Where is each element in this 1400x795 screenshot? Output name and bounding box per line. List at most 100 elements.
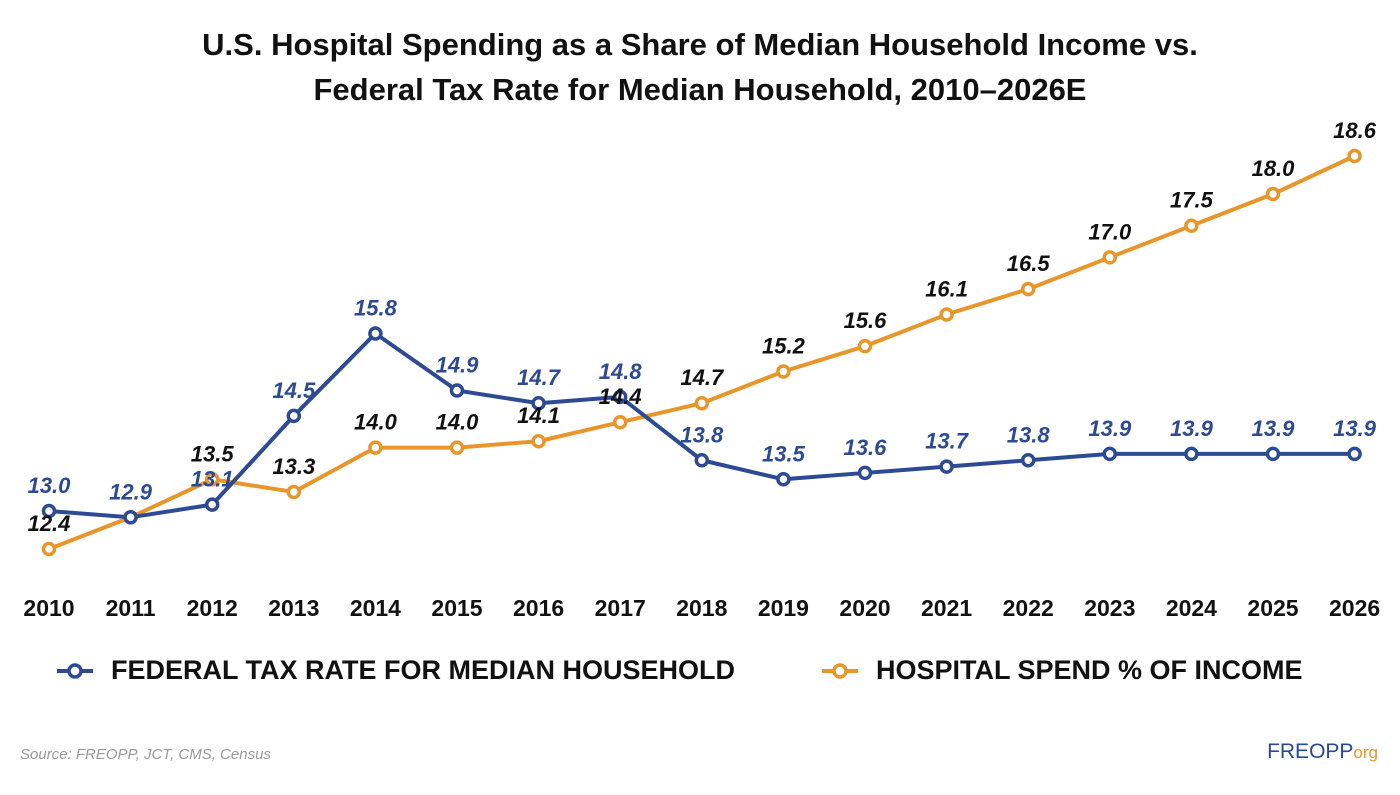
chart-title: U.S. Hospital Spending as a Share of Med… — [0, 22, 1400, 112]
data-point-federal-tax-rate — [286, 408, 302, 424]
data-label-federal-tax-rate: 15.8 — [354, 295, 398, 320]
chart-title-line-2: Federal Tax Rate for Median Household, 2… — [313, 72, 1087, 107]
legend-label-federal-tax-rate: FEDERAL TAX RATE FOR MEDIAN HOUSEHOLD — [111, 655, 736, 685]
data-point-hospital-spend — [939, 307, 954, 322]
legend-label-hospital-spend: HOSPITAL SPEND % OF INCOME — [876, 655, 1303, 685]
data-point-federal-tax-rate — [204, 497, 220, 512]
data-point-hospital-spend — [41, 541, 57, 557]
data-label-hospital-spend: 18.0 — [1252, 156, 1296, 181]
data-label-federal-tax-rate: 14.7 — [517, 365, 562, 390]
data-point-federal-tax-rate — [1102, 446, 1118, 462]
x-axis-tick-labels: 2010 2011 2012 2013 2014 2015 2016 2017 2018 2019… — [23, 595, 1380, 621]
data-label-federal-tax-rate: 13.6 — [844, 435, 888, 460]
freopp-logo: FREOPPorg — [1267, 740, 1378, 764]
data-label-hospital-spend: 13.3 — [272, 454, 315, 479]
x-tick-label: 2019 — [758, 595, 809, 621]
brand-suffix: org — [1353, 743, 1378, 762]
data-label-federal-tax-rate: 14.8 — [599, 359, 643, 384]
legend-swatch-federal-tax-rate-icon — [57, 662, 93, 679]
legend: FEDERAL TAX RATE FOR MEDIAN HOUSEHOLD HO… — [55, 655, 1355, 695]
x-tick-label: 2022 — [1003, 595, 1054, 621]
data-label-hospital-spend: 14.0 — [354, 410, 398, 435]
data-point-hospital-spend — [1020, 281, 1036, 297]
legend-swatch-hospital-spend-icon — [822, 662, 858, 679]
x-tick-label: 2018 — [676, 595, 727, 621]
data-label-federal-tax-rate: 13.1 — [191, 467, 234, 492]
data-point-federal-tax-rate — [1347, 446, 1362, 462]
data-label-hospital-spend: 14.4 — [599, 384, 642, 409]
data-point-federal-tax-rate — [612, 389, 628, 405]
x-tick-label: 2023 — [1084, 595, 1135, 621]
source-note: Source: FREOPP, JCT, CMS, Census — [20, 746, 271, 763]
data-point-federal-tax-rate — [123, 510, 138, 525]
data-point-hospital-spend — [776, 364, 791, 379]
data-point-hospital-spend — [286, 484, 302, 500]
data-label-federal-tax-rate: 13.9 — [1088, 416, 1132, 441]
data-label-hospital-spend: 14.0 — [436, 410, 480, 435]
data-point-hospital-spend — [694, 395, 710, 411]
x-tick-label: 2016 — [513, 595, 564, 621]
data-point-hospital-spend — [1102, 250, 1118, 265]
data-label-federal-tax-rate: 14.5 — [272, 378, 316, 403]
legend-item-federal-tax-rate: FEDERAL TAX RATE FOR MEDIAN HOUSEHOLD — [55, 655, 735, 686]
data-point-hospital-spend — [204, 472, 220, 487]
data-label-federal-tax-rate: 13.9 — [1333, 416, 1377, 441]
x-tick-label: 2015 — [431, 595, 482, 621]
x-tick-label: 2013 — [268, 595, 319, 621]
data-label-hospital-spend: 13.5 — [191, 441, 235, 466]
data-label-federal-tax-rate: 13.9 — [1252, 416, 1296, 441]
data-point-federal-tax-rate — [449, 383, 465, 398]
data-label-federal-tax-rate: 14.9 — [436, 353, 480, 378]
x-tick-label: 2024 — [1166, 595, 1217, 621]
data-point-federal-tax-rate — [531, 395, 546, 411]
x-tick-label: 2011 — [106, 595, 156, 621]
data-label-federal-tax-rate: 13.9 — [1170, 416, 1214, 441]
x-tick-label: 2026 — [1329, 595, 1380, 621]
data-label-hospital-spend: 17.0 — [1088, 219, 1132, 244]
data-label-federal-tax-rate: 13.7 — [925, 429, 970, 454]
data-label-hospital-spend: 15.6 — [844, 308, 888, 333]
x-tick-label: 2020 — [839, 595, 890, 621]
data-point-hospital-spend — [449, 440, 465, 455]
data-point-federal-tax-rate — [1184, 446, 1199, 462]
data-point-hospital-spend — [368, 440, 383, 455]
data-point-federal-tax-rate — [368, 326, 383, 341]
brand-name: FREOPP — [1267, 740, 1354, 763]
data-point-hospital-spend — [1347, 148, 1362, 164]
series-line-hospital-spend — [48, 154, 1356, 551]
data-label-federal-tax-rate: 13.0 — [28, 473, 72, 498]
data-point-federal-tax-rate — [694, 453, 710, 468]
x-tick-label: 2025 — [1247, 595, 1298, 621]
data-point-federal-tax-rate — [41, 503, 57, 519]
data-point-federal-tax-rate — [857, 465, 873, 481]
data-label-federal-tax-rate: 12.9 — [109, 479, 153, 504]
x-tick-label: 2012 — [187, 595, 238, 621]
data-label-hospital-spend: 18.6 — [1333, 118, 1377, 143]
data-labels: 13.0 12.9 13.1 14.5 15.8 14.9 14.7 14.8 13.8 13.5… — [28, 118, 1377, 536]
x-tick-label: 2014 — [350, 595, 401, 621]
data-label-hospital-spend: 16.5 — [1007, 251, 1051, 276]
data-label-federal-tax-rate: 13.8 — [680, 422, 724, 447]
data-label-hospital-spend: 12.4 — [28, 511, 71, 536]
data-point-federal-tax-rate — [1020, 453, 1036, 468]
data-point-hospital-spend — [857, 338, 873, 354]
data-label-hospital-spend: 17.5 — [1170, 188, 1214, 213]
data-label-hospital-spend: 14.7 — [680, 365, 725, 390]
data-point-hospital-spend — [531, 433, 546, 449]
x-tick-label: 2010 — [23, 595, 74, 621]
data-label-federal-tax-rate: 13.5 — [762, 441, 806, 466]
series-lines — [48, 154, 1356, 551]
chart-title-line-1: U.S. Hospital Spending as a Share of Med… — [202, 27, 1198, 62]
data-label-federal-tax-rate: 13.8 — [1007, 422, 1051, 447]
data-point-hospital-spend — [1265, 186, 1281, 202]
data-label-hospital-spend: 15.2 — [762, 334, 806, 359]
x-tick-label: 2021 — [921, 595, 972, 621]
data-point-federal-tax-rate — [939, 459, 954, 474]
data-point-federal-tax-rate — [1265, 446, 1281, 462]
legend-item-hospital-spend: HOSPITAL SPEND % OF INCOME — [820, 655, 1303, 686]
x-tick-label: 2017 — [595, 595, 646, 621]
data-label-hospital-spend: 14.1 — [517, 403, 560, 428]
data-point-hospital-spend — [612, 414, 628, 430]
data-point-hospital-spend — [1184, 218, 1199, 233]
